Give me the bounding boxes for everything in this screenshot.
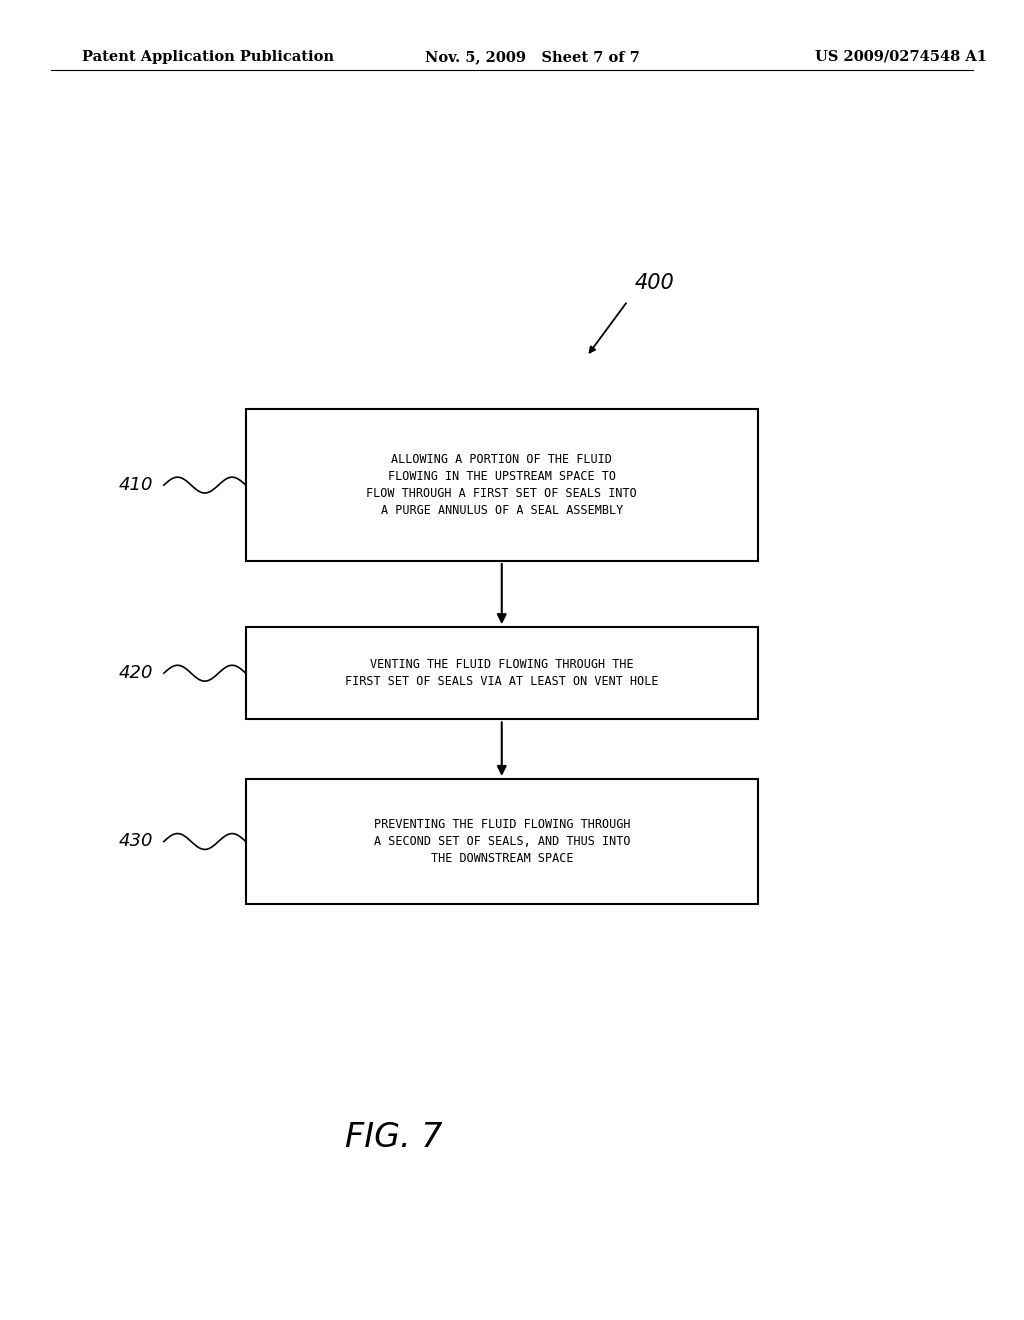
Bar	[246, 409, 758, 561]
Text: VENTING THE FLUID FLOWING THROUGH THE
FIRST SET OF SEALS VIA AT LEAST ON VENT HO: VENTING THE FLUID FLOWING THROUGH THE FI…	[345, 659, 658, 688]
Text: FIG. 7: FIG. 7	[345, 1121, 443, 1154]
Text: 430: 430	[119, 833, 154, 850]
Text: PREVENTING THE FLUID FLOWING THROUGH
A SECOND SET OF SEALS, AND THUS INTO
THE DO: PREVENTING THE FLUID FLOWING THROUGH A S…	[374, 818, 630, 865]
Text: 400: 400	[635, 273, 675, 293]
Text: Patent Application Publication: Patent Application Publication	[82, 50, 334, 63]
Text: US 2009/0274548 A1: US 2009/0274548 A1	[815, 50, 987, 63]
Text: 420: 420	[119, 664, 154, 682]
Text: 410: 410	[119, 477, 154, 494]
Bar	[246, 627, 758, 719]
Text: ALLOWING A PORTION OF THE FLUID
FLOWING IN THE UPSTREAM SPACE TO
FLOW THROUGH A : ALLOWING A PORTION OF THE FLUID FLOWING …	[367, 453, 637, 517]
Bar	[246, 779, 758, 904]
Text: Nov. 5, 2009   Sheet 7 of 7: Nov. 5, 2009 Sheet 7 of 7	[425, 50, 640, 63]
